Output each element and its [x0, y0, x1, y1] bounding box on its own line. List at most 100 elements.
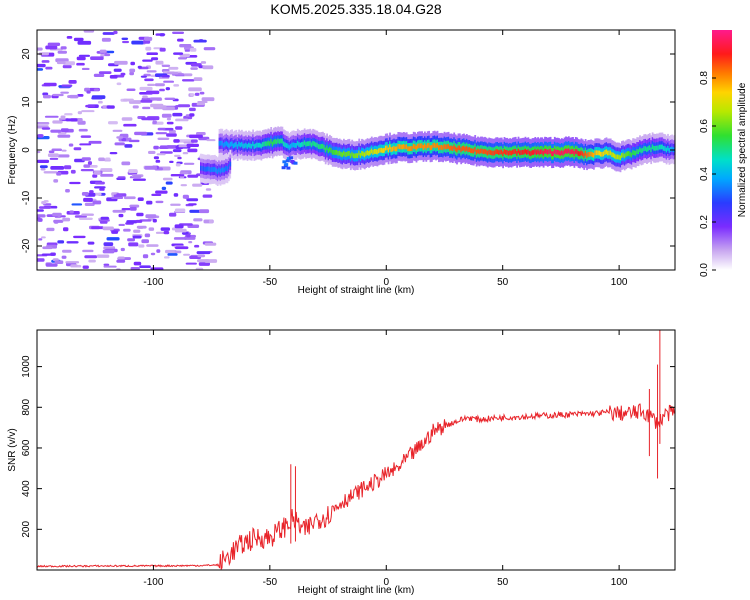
noise-speckle — [175, 163, 181, 167]
ridge-mark — [401, 144, 404, 150]
snr-frame — [36, 329, 676, 571]
ridge-mark — [489, 150, 492, 155]
ridge-mark — [520, 150, 523, 155]
noise-speckle — [194, 244, 200, 248]
noise-speckle — [37, 218, 43, 222]
ridge-mark — [636, 149, 639, 154]
noise-speckle — [166, 117, 171, 121]
ridge-mark — [424, 143, 426, 149]
noise-speckle — [155, 190, 168, 194]
snr-y-ticks: 200 400 600 800 1000 — [21, 355, 675, 538]
ridge-mark — [454, 146, 457, 152]
ridge-mark — [418, 143, 421, 149]
noise-speckle — [159, 146, 169, 149]
noise-speckle — [68, 143, 74, 147]
noise-speckle — [123, 196, 136, 200]
ridge-mark — [588, 151, 591, 157]
x-tick-label: -100 — [143, 577, 163, 588]
ridge-mark — [252, 141, 254, 147]
ridge-mark — [366, 150, 369, 155]
ridge-mark — [337, 151, 340, 156]
ridge-mark — [368, 151, 370, 156]
noise-speckle — [117, 176, 126, 179]
noise-speckle — [194, 92, 200, 96]
noise-speckle — [169, 212, 177, 217]
ridge-mark — [228, 143, 231, 149]
noise-speckle — [202, 194, 213, 198]
noise-speckle — [37, 258, 45, 262]
ridge-mark — [485, 149, 488, 155]
noise-speckle — [175, 118, 189, 122]
noise-speckle — [78, 217, 93, 220]
ridge-mark — [611, 152, 613, 157]
colorbar-tick-label: 0.4 — [699, 167, 710, 181]
noise-speckle — [186, 143, 199, 147]
ridge-mark — [647, 146, 650, 151]
noise-speckle — [185, 262, 197, 265]
ridge-mark — [250, 143, 253, 149]
noise-speckle — [135, 219, 143, 223]
ridge-mark — [373, 149, 376, 154]
ridge-mark — [301, 142, 303, 147]
noise-speckle — [42, 92, 49, 96]
noise-speckle — [195, 267, 204, 270]
ridge-mark — [393, 145, 396, 151]
x-tick-label: 50 — [497, 577, 509, 588]
ridge-mark — [576, 149, 579, 155]
noise-speckle — [174, 154, 181, 157]
ridge-mark — [288, 145, 291, 150]
noise-speckle — [122, 40, 129, 44]
noise-speckle — [69, 94, 79, 99]
noise-speckle — [196, 132, 206, 136]
ridge-mark — [471, 148, 474, 154]
noise-speckle — [103, 242, 114, 246]
noise-speckle — [139, 219, 152, 222]
noise-speckle — [93, 73, 105, 77]
ridge-mark — [593, 152, 595, 158]
noise-speckle — [103, 265, 117, 268]
noise-speckle — [153, 156, 159, 160]
noise-speckle — [197, 254, 206, 258]
ridge-mark — [510, 150, 513, 156]
ridge-mark — [361, 150, 363, 156]
ridge-mark — [267, 140, 270, 146]
x-tick-label: 0 — [383, 277, 389, 288]
noise-speckle — [180, 184, 187, 187]
ridge-mark — [354, 153, 356, 159]
noise-speckle — [60, 128, 69, 132]
noise-speckle — [189, 107, 196, 112]
ridge-mark — [273, 139, 275, 145]
noise-speckle — [68, 80, 77, 84]
noise-speckle — [42, 246, 53, 250]
noise-speckle — [79, 143, 92, 146]
ridge-mark — [607, 150, 609, 156]
noise-speckle — [102, 249, 115, 254]
noise-speckle — [65, 189, 70, 193]
ridge-mark — [602, 151, 605, 157]
ridge-mark — [531, 150, 534, 155]
snr-series-line — [37, 403, 675, 570]
ridge-mark — [435, 143, 437, 149]
ridge-mark — [299, 142, 302, 148]
ridge-mark — [440, 144, 443, 150]
noise-speckle — [41, 236, 46, 239]
noise-speckle — [141, 239, 149, 244]
ridge-mark — [231, 141, 233, 147]
ridge-mark — [551, 151, 553, 157]
noise-speckle — [161, 113, 172, 118]
noise-speckle — [137, 197, 144, 201]
noise-speckle — [52, 258, 59, 262]
ridge-mark — [282, 141, 285, 147]
ridge-mark — [298, 142, 301, 147]
noise-speckle — [159, 47, 166, 52]
noise-speckle — [161, 75, 170, 78]
side-branch-mark — [226, 166, 229, 172]
noise-speckle — [159, 33, 165, 37]
noise-speckle — [66, 241, 79, 244]
ridge-mark — [558, 150, 560, 155]
noise-speckle — [87, 161, 92, 165]
ridge-mark — [225, 140, 228, 146]
noise-speckle — [166, 145, 178, 149]
noise-speckle — [146, 244, 159, 247]
spectrogram-noise — [37, 30, 218, 270]
